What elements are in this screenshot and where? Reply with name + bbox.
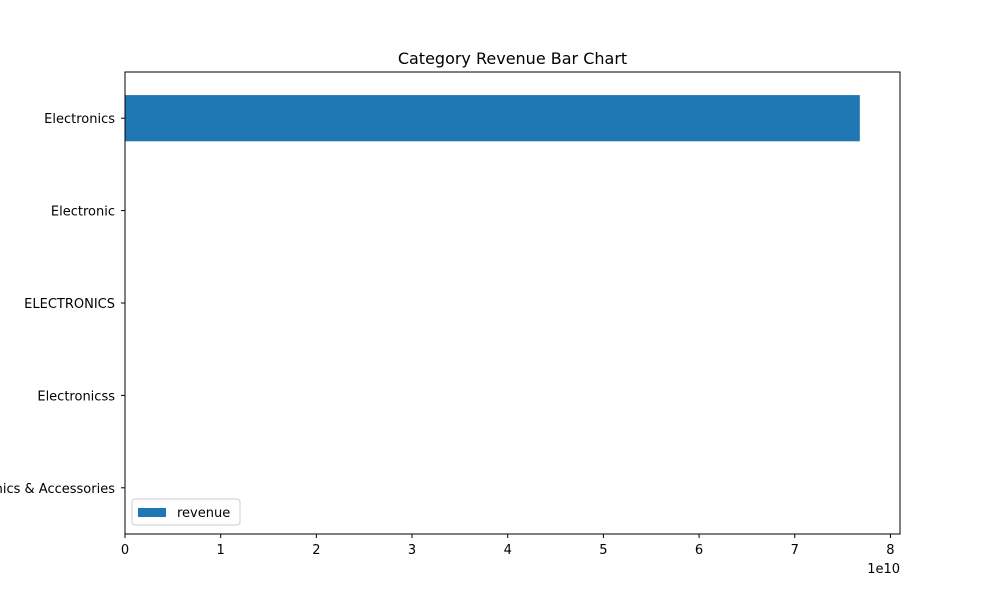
bar-electronics [125, 95, 860, 142]
chart-title: Category Revenue Bar Chart [398, 49, 627, 68]
legend-box [131, 498, 241, 526]
y-tick-label: Electronics [44, 112, 115, 127]
y-tick-label: Electronics & Accessories [0, 482, 115, 497]
x-tick-label: 1 [217, 543, 225, 558]
legend-swatch [138, 508, 166, 517]
x-tick-label: 5 [599, 543, 607, 558]
legend: revenue [131, 498, 241, 526]
x-tick-label: 0 [121, 543, 129, 558]
x-tick-label: 6 [695, 543, 703, 558]
x-tick-label: 3 [408, 543, 416, 558]
x-tick-label: 2 [312, 543, 320, 558]
legend-label: revenue [177, 506, 230, 521]
plot-area [125, 95, 860, 142]
x-tick-label: 4 [504, 543, 512, 558]
x-tick-label: 7 [791, 543, 799, 558]
y-tick-label: Electronic [51, 205, 115, 220]
x-tick-label: 8 [886, 543, 894, 558]
x-offset-label: 1e10 [867, 562, 900, 577]
y-tick-label: ELECTRONICS [24, 297, 115, 312]
y-tick-label: Electronicss [37, 389, 115, 404]
axes: Electronics Electronic ELECTRONICS Electron… [0, 71, 901, 558]
